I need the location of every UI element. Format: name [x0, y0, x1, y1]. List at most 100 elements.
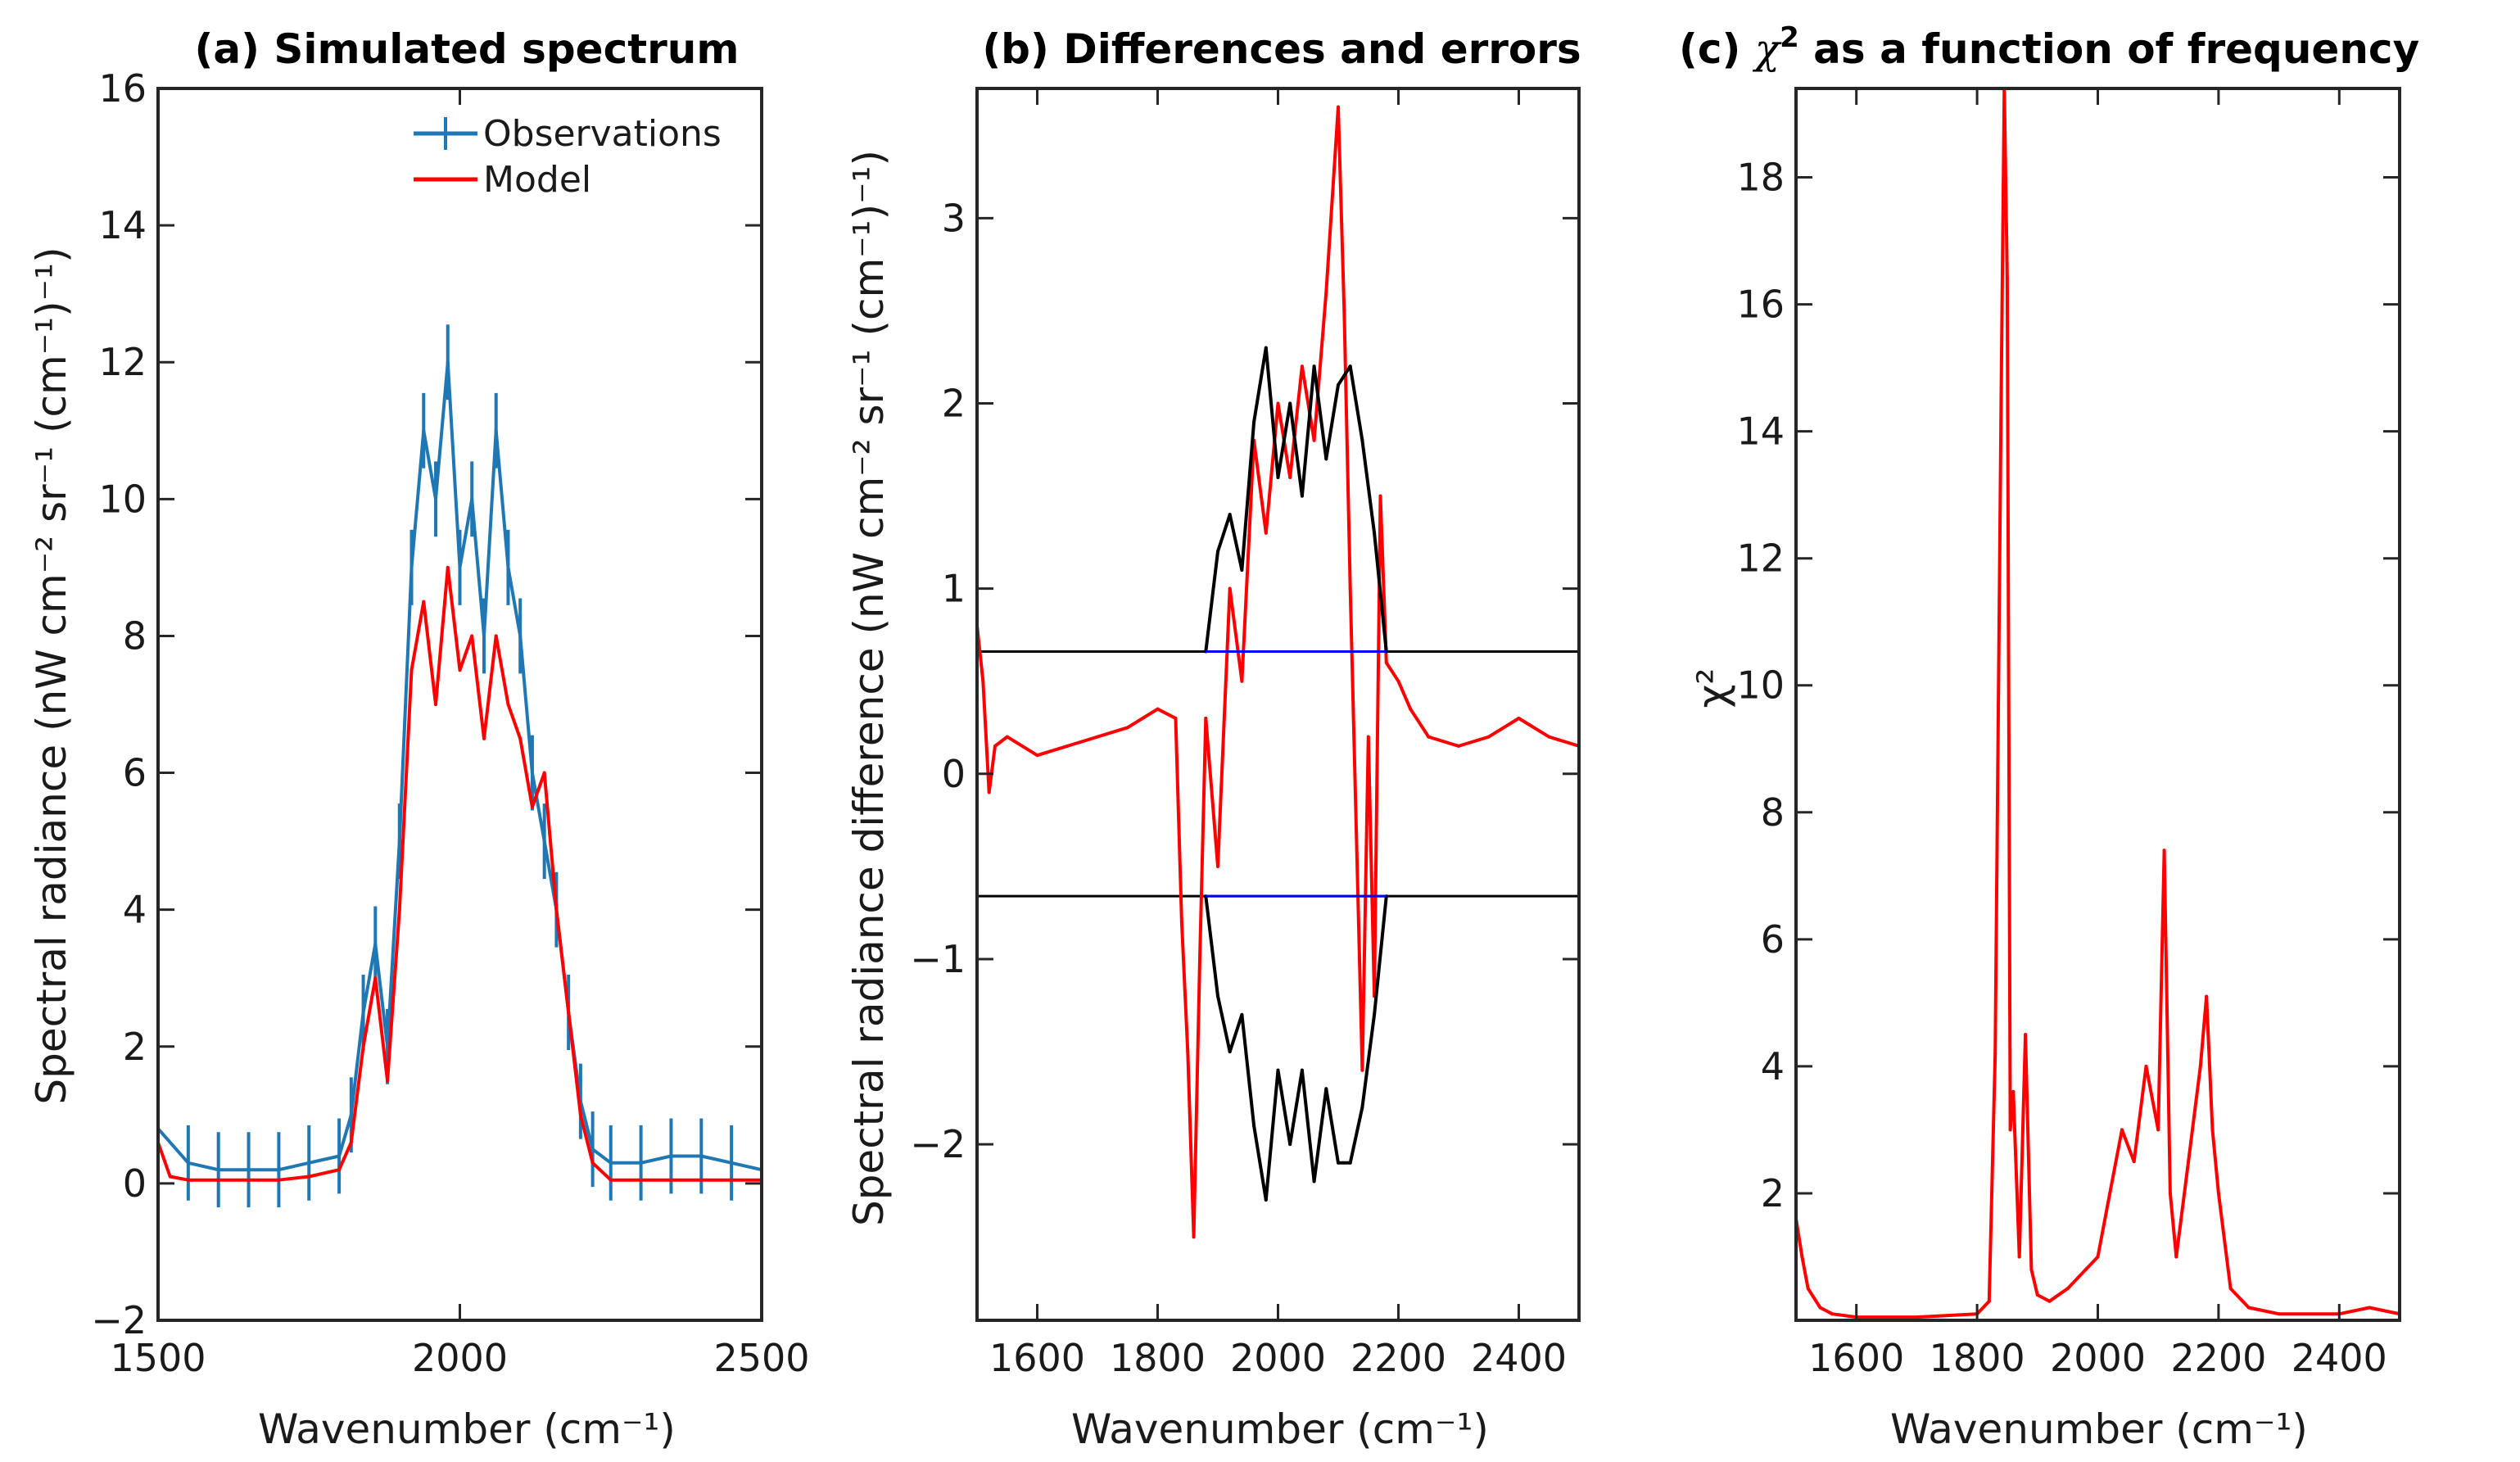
legend-observations-label: Observations [483, 113, 722, 155]
panel-c-series-chi-squared-point [1915, 1315, 1919, 1319]
panel-b-series-difference-point [1035, 754, 1039, 758]
panel-c-series-chi-squared-point [2368, 1306, 2372, 1310]
panel-a-plot-area: 1500 2000 2500 −2 0 2 4 6 8 10 12 14 16 [91, 66, 809, 1380]
panel-b-series-difference-point [1186, 1050, 1190, 1054]
panel-c-y-tick-label: 18 [1736, 156, 1785, 200]
panel-a-series-observations-point [730, 1161, 734, 1165]
panel-b-series-difference-point [1547, 735, 1551, 739]
panel-a-series-model-point [518, 736, 523, 740]
panel-b-series-error-envelope [1204, 346, 1388, 654]
panel-b-series-difference-point [993, 744, 998, 748]
panel-a-series-model-point [494, 634, 498, 638]
panel-b-series-difference-point [1288, 475, 1292, 479]
panel-a-series-observations-line [158, 360, 762, 1172]
panel-b-series-difference-point [1360, 1068, 1364, 1072]
panel-a-y-tick-label: 14 [98, 203, 147, 247]
panel-b-series-difference-point [1125, 726, 1129, 730]
panel-a-series-observations-point [639, 1161, 643, 1165]
panel-b-series-error-envelope-point [1300, 1068, 1304, 1072]
panel-b-series-error-envelope-point [1240, 568, 1244, 573]
panel-a-series-observations-point [409, 565, 414, 569]
panel-b-x-tick-label: 1600 [989, 1336, 1085, 1380]
panel-a-data-layer [158, 324, 762, 1208]
panel-b-series-error-envelope-line [1204, 895, 1388, 1202]
panel-a-series-model-point [530, 805, 534, 809]
panel-c-series-chi-squared-point [2035, 1292, 2039, 1297]
panel-c-y-tick-label: 6 [1761, 917, 1785, 962]
panel-b-y-label: Spectral radiance difference (nW cm⁻² sr… [845, 150, 893, 1226]
panel-a-series-model-point [247, 1178, 251, 1182]
panel-c-series-chi-squared-point [2162, 849, 2166, 853]
panel-b-title: (b) Differences and errors [982, 25, 1581, 73]
panel-b-series-difference-point [1427, 735, 1431, 739]
panel-c-y-tick-label: 16 [1736, 283, 1785, 327]
panel-b-series-difference-point [981, 679, 985, 683]
panel-b-series-difference-point [1276, 401, 1280, 405]
panel-b-series-error-envelope-line [1204, 346, 1388, 652]
panel-b-series-error-envelope-point [1300, 494, 1304, 498]
panel-a-series-observations-point [470, 497, 474, 501]
panel-b-series-difference-point [1204, 716, 1208, 720]
panel-b-series-difference-point [1409, 707, 1413, 711]
panel-c-chi-squared: (c) χ2 as a function of frequency 1600 18… [1679, 21, 2419, 1453]
panel-a-y-tick-label: 2 [123, 1025, 147, 1069]
panel-a-series-model-point [730, 1178, 734, 1182]
panel-b-series-difference-point [1264, 531, 1268, 535]
panel-b-series-error-envelope-point [1373, 1012, 1377, 1016]
panel-b-series-difference-point [1192, 1235, 1196, 1239]
panel-c-y-tick-label: 8 [1761, 790, 1785, 835]
panel-a-simulated-spectrum: (a) Simulated spectrum 1500 2000 2500 −2 0 2 4… [28, 25, 810, 1453]
panel-a-legend: Observations Model [414, 113, 722, 201]
panel-c-series-chi-squared-point [1818, 1306, 1822, 1310]
panel-c-series-chi-squared-point [2216, 1191, 2220, 1195]
panel-c-title: (c) χ2 as a function of frequency [1679, 21, 2419, 73]
panel-c-series-chi-squared-point [2065, 1287, 2070, 1291]
panel-a-series-observations-point [337, 1154, 342, 1158]
panel-a-series-model-point [307, 1175, 311, 1179]
panel-a-series-observations-point [699, 1154, 704, 1158]
panel-b-series-difference-point [1216, 864, 1219, 868]
panel-a-series-observations-point [446, 360, 450, 364]
panel-b-series-difference-point [1342, 309, 1346, 313]
panel-b-plot-area: 1600 1800 2000 2200 2400 −2 −1 0 1 2 3 [910, 87, 1581, 1380]
panel-a-series-observations-point [349, 1113, 353, 1117]
panel-b-series-difference-point [1324, 290, 1328, 294]
panel-b-x-label: Wavenumber (cm⁻¹) [1071, 1405, 1489, 1453]
panel-b-series-difference-point [1179, 920, 1183, 924]
panel-a-series-model-point [349, 1140, 353, 1144]
panel-b-series-difference-line [977, 105, 1579, 1239]
panel-b-series-error-envelope-point [1252, 1124, 1256, 1128]
panel-a-series-model-point [669, 1178, 673, 1182]
panel-a-series-model-point [609, 1178, 613, 1182]
panel-b-series-error-envelope-point [1360, 438, 1364, 442]
panel-c-series-chi-squared-point [2083, 1267, 2088, 1271]
panel-b-series-difference-point [1300, 364, 1304, 369]
panel-c-series-chi-squared-point [2108, 1191, 2112, 1195]
panel-a-title: (a) Simulated spectrum [195, 25, 740, 73]
panel-b-x-tick-label: 2200 [1350, 1336, 1446, 1380]
panel-c-series-chi-squared-point [2205, 994, 2209, 998]
panel-b-y-tick-label: −1 [910, 937, 966, 981]
panel-b-x-tick-label: 1800 [1110, 1336, 1206, 1380]
panel-a-x-tick-label: 1500 [110, 1336, 206, 1380]
panel-c-x-tick-label: 1800 [1930, 1336, 2025, 1380]
panel-a-x-tick-label: 2500 [713, 1336, 809, 1380]
panel-b-series-error-envelope-point [1216, 994, 1219, 998]
panel-b-series-difference-point [1337, 105, 1340, 109]
panel-b-series-difference-point [1457, 744, 1460, 748]
panel-b-series-error-envelope-point [1264, 346, 1268, 350]
panel-b-series-error-envelope-point [1337, 382, 1340, 387]
panel-b-series-error-envelope-point [1312, 364, 1316, 369]
panel-c-series-chi-squared-point [1830, 1312, 1835, 1316]
panel-b-series-difference-point [1378, 494, 1382, 498]
panel-b-series-error-envelope-point [1240, 1012, 1244, 1016]
panel-a-series-model [158, 565, 762, 1182]
panel-b-series-difference-point [1486, 735, 1491, 739]
panel-b-series-error-envelope-point [1373, 531, 1377, 535]
panel-b-series-error-envelope-point [1337, 1161, 1340, 1165]
panel-b-series-difference-point [1065, 744, 1070, 748]
panel-a-series-observations-point [494, 428, 498, 432]
panel-b-series-error-envelope-point [1348, 1161, 1352, 1165]
panel-c-x-tick-label: 2000 [2050, 1336, 2146, 1380]
panel-b-series-error-envelope-point [1360, 1105, 1364, 1109]
